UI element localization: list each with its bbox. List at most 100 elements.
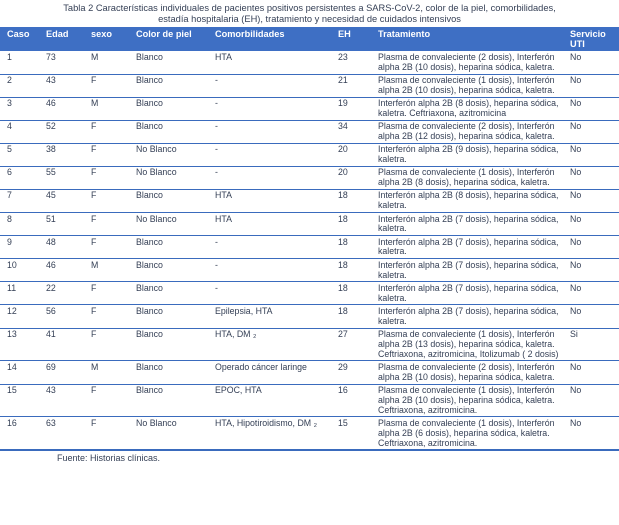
cell-caso: 15 bbox=[0, 383, 44, 417]
cell-color-piel: Blanco bbox=[134, 327, 213, 361]
cell-tratamiento: Plasma de convaleciente (1 dosis), Inter… bbox=[376, 165, 568, 190]
cell-comorbilidades: - bbox=[213, 142, 336, 167]
col-header-eh: EH bbox=[336, 27, 376, 52]
cell-comorbilidades: - bbox=[213, 235, 336, 259]
cell-eh: 29 bbox=[336, 360, 376, 385]
cell-comorbilidades: - bbox=[213, 165, 336, 190]
cell-tratamiento: Plasma de convaleciente (2 dosis), Inter… bbox=[376, 360, 568, 385]
cell-servicio-uti: No bbox=[568, 416, 619, 452]
col-header-tratamiento: Tratamiento bbox=[376, 27, 568, 52]
cell-servicio-uti: No bbox=[570, 51, 582, 62]
cell-edad: 52 bbox=[44, 119, 89, 144]
table-row: 8 51 F No Blanco HTA 18 Interferón alpha 2B (7… bbox=[0, 212, 619, 236]
cell-eh: 15 bbox=[336, 416, 376, 452]
cell-servicio-uti: No bbox=[568, 119, 619, 144]
cell-eh: 18 bbox=[336, 281, 376, 305]
table-row: 3 46 M Blanco -19 Interferón alpha 2B (8 dosi… bbox=[0, 96, 619, 121]
cell-color-piel: No Blanco bbox=[134, 212, 213, 236]
table-row: 4 52 F Blanco -34 Plasma de convaleciente (2 … bbox=[0, 119, 619, 144]
cell-caso: 16 bbox=[0, 416, 44, 452]
cell-servicio-uti: Si bbox=[568, 327, 619, 361]
cell-comorbilidades: - bbox=[213, 119, 336, 144]
cell-edad: 51 bbox=[44, 212, 89, 236]
col-header-servicio-uti: Servicio UTI bbox=[568, 27, 619, 52]
cell-tratamiento: Plasma de convaleciente (2 dosis), Inter… bbox=[376, 119, 568, 144]
cell-edad: 69 bbox=[44, 360, 89, 385]
cell-sexo: F bbox=[89, 383, 134, 417]
cell-sexo: F bbox=[89, 327, 134, 361]
cell-color-piel: Blanco bbox=[134, 281, 213, 305]
cell-eh: 18 bbox=[336, 304, 376, 329]
cell-edad: 48 bbox=[44, 235, 89, 259]
cell-edad: 55 bbox=[44, 165, 89, 190]
cell-servicio-uti: No bbox=[568, 188, 619, 213]
cell-comorbilidades: HTA bbox=[213, 188, 336, 213]
cell-caso: 6 bbox=[0, 165, 44, 190]
cell-eh: 18 bbox=[336, 235, 376, 259]
table-row: 15 43 F Blanco EPOC, HTA 16 Plasma de convalec… bbox=[0, 383, 619, 417]
table-row: 10 46 M Blanco -18 Interferón alpha 2B (7 dos… bbox=[0, 258, 619, 282]
cell-comorbilidades: - bbox=[213, 258, 336, 282]
cell-sexo: M bbox=[89, 96, 134, 121]
cell-eh: 19 bbox=[336, 96, 376, 121]
table-title: Tabla 2 Características individuales de … bbox=[0, 0, 619, 26]
cell-servicio-uti: No bbox=[568, 235, 619, 259]
cell-comorbilidades: - bbox=[213, 73, 336, 98]
cell-servicio-uti: No bbox=[568, 360, 619, 385]
cell-edad: 46 bbox=[44, 96, 89, 121]
cell-servicio-uti: No bbox=[568, 281, 619, 305]
cell-tratamiento: Plasma de convaleciente (1 dosis), Inter… bbox=[376, 383, 568, 417]
cell-color-piel: Blanco bbox=[134, 73, 213, 98]
cell-tratamiento: Interferón alpha 2B (9 dosis), heparina … bbox=[376, 142, 568, 167]
col-header-edad: Edad bbox=[44, 27, 89, 52]
cell-eh: 21 bbox=[336, 73, 376, 98]
cell-sexo: F bbox=[89, 73, 134, 98]
table-row: 1 73 M Blanco HTA 23 Plasma de convaleciente (… bbox=[0, 51, 619, 74]
cell-edad: 45 bbox=[44, 188, 89, 213]
cell-comorbilidades: HTA, Hipotiroidismo, DM ₂ bbox=[213, 416, 336, 452]
table-row: 9 48 F Blanco -18 Interferón alpha 2B (7 dosi… bbox=[0, 235, 619, 259]
cell-color-piel: No Blanco bbox=[134, 165, 213, 190]
cell-color-piel: Blanco bbox=[134, 304, 213, 329]
cell-comorbilidades: HTA, DM ₂ bbox=[213, 327, 336, 361]
cell-eh: 18 bbox=[336, 188, 376, 213]
cell-caso: 5 bbox=[0, 142, 44, 167]
cell-color-piel: Blanco bbox=[134, 188, 213, 213]
cell-comorbilidades: Operado cáncer laringe bbox=[213, 360, 336, 385]
cell-eh: 34 bbox=[336, 119, 376, 144]
cell-caso: 3 bbox=[0, 96, 44, 121]
cell-sexo: F bbox=[89, 281, 134, 305]
cell-tratamiento: Plasma de convaleciente (2 dosis), Inter… bbox=[378, 51, 555, 72]
cell-color-piel: No Blanco bbox=[134, 142, 213, 167]
cell-color-piel: Blanco bbox=[134, 383, 213, 417]
cell-sexo: F bbox=[89, 119, 134, 144]
cell-color-piel: Blanco bbox=[134, 119, 213, 144]
cell-eh: 18 bbox=[336, 258, 376, 282]
cell-sexo: F bbox=[89, 212, 134, 236]
cell-edad: 41 bbox=[44, 327, 89, 361]
col-header-color-de-piel: Color de piel bbox=[134, 27, 213, 52]
table-header: Caso Edad sexo Color de piel Comorbilida… bbox=[0, 27, 619, 52]
cell-eh: 27 bbox=[336, 327, 376, 361]
cell-sexo: F bbox=[89, 142, 134, 167]
cell-caso: 13 bbox=[0, 327, 44, 361]
table-title-line1: Tabla 2 Características individuales de … bbox=[63, 3, 556, 13]
table-row: 13 41 F Blanco HTA, DM ₂ 27 Plasma de convalec… bbox=[0, 327, 619, 361]
cell-servicio-uti: No bbox=[568, 383, 619, 417]
cell-comorbilidades: - bbox=[213, 281, 336, 305]
cell-caso: 9 bbox=[0, 235, 44, 259]
cell-sexo: F bbox=[89, 304, 134, 329]
cell-tratamiento: Plasma de convaleciente (1 dosis), Inter… bbox=[376, 416, 568, 452]
cell-comorbilidades: Epilepsia, HTA bbox=[213, 304, 336, 329]
cell-eh: 23 bbox=[338, 51, 348, 62]
cell-tratamiento: Interferón alpha 2B (8 dosis), heparina … bbox=[376, 96, 568, 121]
cell-tratamiento: Interferón alpha 2B (7 dosis), heparina … bbox=[376, 258, 568, 282]
cell-sexo: M bbox=[89, 258, 134, 282]
cell-sexo: M bbox=[89, 360, 134, 385]
cell-edad: 46 bbox=[44, 258, 89, 282]
cell-comorbilidades: EPOC, HTA bbox=[213, 383, 336, 417]
patients-table: Caso Edad sexo Color de piel Comorbilida… bbox=[0, 27, 619, 452]
table-body: 1 73 M Blanco HTA 23 Plasma de convaleciente (… bbox=[0, 51, 619, 452]
cell-tratamiento: Interferón alpha 2B (7 dosis), heparina … bbox=[376, 235, 568, 259]
